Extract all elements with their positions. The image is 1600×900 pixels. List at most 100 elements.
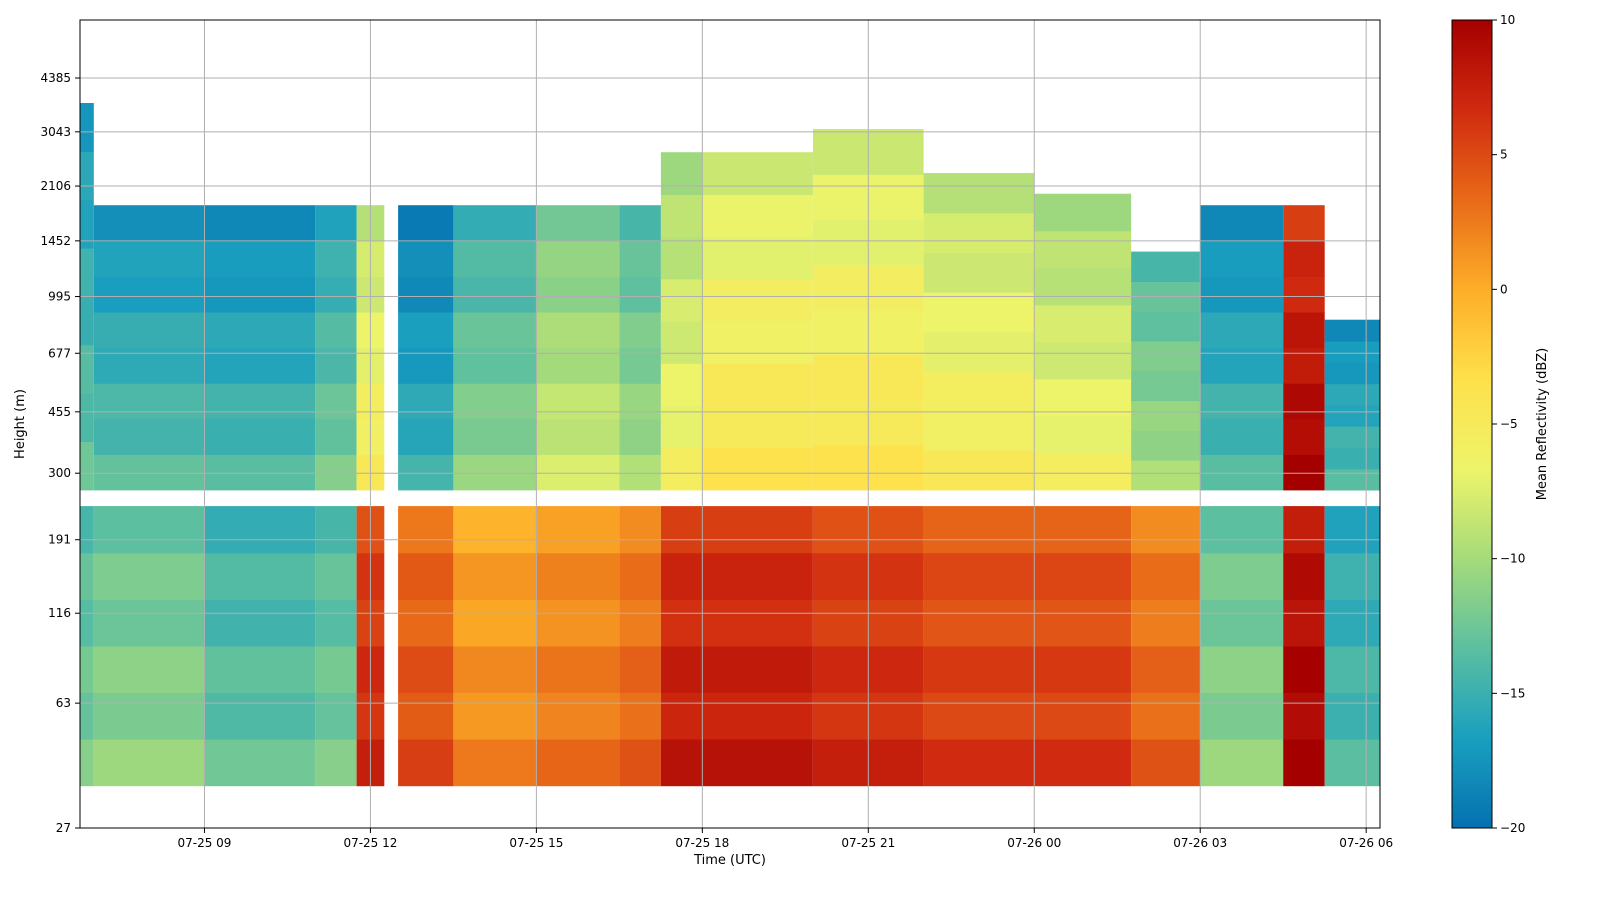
heatmap-cell [660,194,703,238]
heatmap-cell [536,692,620,740]
heatmap-cell [619,454,661,491]
heatmap-cell [93,454,205,491]
heatmap-cell [923,450,1035,491]
colorbar-tick-label: 0 [1500,282,1508,296]
y-tick-label: 116 [48,606,71,620]
heatmap-cell [93,692,205,740]
heatmap-cell [398,418,454,455]
heatmap-cell [1131,599,1201,647]
colorbar-tick-label: 10 [1500,13,1515,27]
heatmap-cell [619,599,661,647]
heatmap-cell [702,194,813,238]
heatmap-cell [1131,251,1201,282]
heatmap-cell [204,692,316,740]
heatmap-cell [1324,362,1380,385]
heatmap-cell [1131,552,1201,600]
heatmap-cell [1283,418,1325,455]
y-tick-label: 300 [48,466,71,480]
y-tick-label: 1452 [40,234,71,248]
heatmap-cell [93,552,205,600]
heatmap-cell [204,205,316,242]
heatmap-cell [660,645,703,693]
heatmap-cell [398,383,454,420]
heatmap-cell [1034,230,1132,269]
heatmap-cell [204,645,316,693]
heatmap-cell [315,599,357,647]
heatmap-cell [1200,276,1284,313]
heatmap-cell [1283,454,1325,491]
heatmap-cell [1131,739,1201,787]
heatmap-cell [1131,506,1201,554]
heatmap-cell [453,552,537,600]
heatmap-cell [660,321,703,364]
heatmap-cell [93,645,205,693]
heatmap-cell [1131,430,1201,461]
heatmap-cell [660,552,703,600]
heatmap-cell [1324,426,1380,448]
heatmap-cell [315,240,357,277]
heatmap-cell [398,552,454,600]
x-tick-label: 07-25 21 [841,836,895,850]
heatmap-cell [923,331,1035,372]
heatmap-cell [1200,645,1284,693]
heatmap-cell [204,739,316,787]
heatmap-cell [702,552,813,600]
heatmap-cell [1200,739,1284,787]
heatmap-cell [1283,240,1325,277]
heatmap-cell [702,645,813,693]
heatmap-cell [1324,692,1380,740]
heatmap-cell [619,739,661,787]
heatmap-cell [660,278,703,322]
heatmap-cell [204,383,316,420]
colorbar-tick-label: −15 [1500,686,1525,700]
heatmap-cell [536,739,620,787]
heatmap-cell [315,552,357,600]
heatmap-cell [702,405,813,449]
heatmap-cell [536,205,620,242]
heatmap-cell [619,645,661,693]
heatmap-cell [619,506,661,554]
heatmap-cell [1034,378,1132,417]
plot-area [79,19,1381,829]
heatmap-cell [1034,415,1132,454]
heatmap-cell [660,739,703,787]
heatmap-cell [398,205,454,242]
heatmap-cell [923,173,1035,214]
heatmap-cell [80,199,94,249]
x-tick-label: 07-25 09 [177,836,231,850]
heatmap-cell [93,506,205,554]
heatmap-cell [1283,599,1325,647]
heatmap-cell [204,552,316,600]
heatmap-cell [1283,692,1325,740]
heatmap-cell [1200,311,1284,349]
plot-frame [79,19,1381,829]
colorbar-tick-label: −10 [1500,552,1525,566]
heatmap-cell [315,205,357,242]
heatmap-cell [660,447,703,491]
heatmap-cell [204,418,316,455]
heatmap-cell [1034,552,1132,600]
heatmap-cell [1200,205,1284,242]
heatmap-cell [398,506,454,554]
heatmap-cell [93,311,205,349]
heatmap-cell [1034,599,1132,647]
colorbar-tick-label: −5 [1500,417,1518,431]
heatmap-cell [536,599,620,647]
heatmap-cell [619,418,661,455]
colorbar: −20 −15 −10 −5 0 5 10 Mean Reflectivity (dBZ) [1451,13,1550,835]
heatmap-cell [80,344,94,394]
x-axis: 07-25 09 07-25 12 07-25 15 07-25 18 07-25 21… [177,828,1393,850]
heatmap-cell [660,405,703,449]
heatmap-cell [702,447,813,491]
colorbar-fill [1451,19,1493,829]
heatmap-cell [315,645,357,693]
heatmap-cell [702,506,813,554]
heatmap-cell [1283,276,1325,313]
heatmap-cell [536,276,620,313]
heatmap-cell [1131,311,1201,342]
heatmap-cell [93,240,205,277]
heatmap-cell [1034,645,1132,693]
heatmap-cell [80,393,94,442]
heatmap-cell [398,240,454,277]
